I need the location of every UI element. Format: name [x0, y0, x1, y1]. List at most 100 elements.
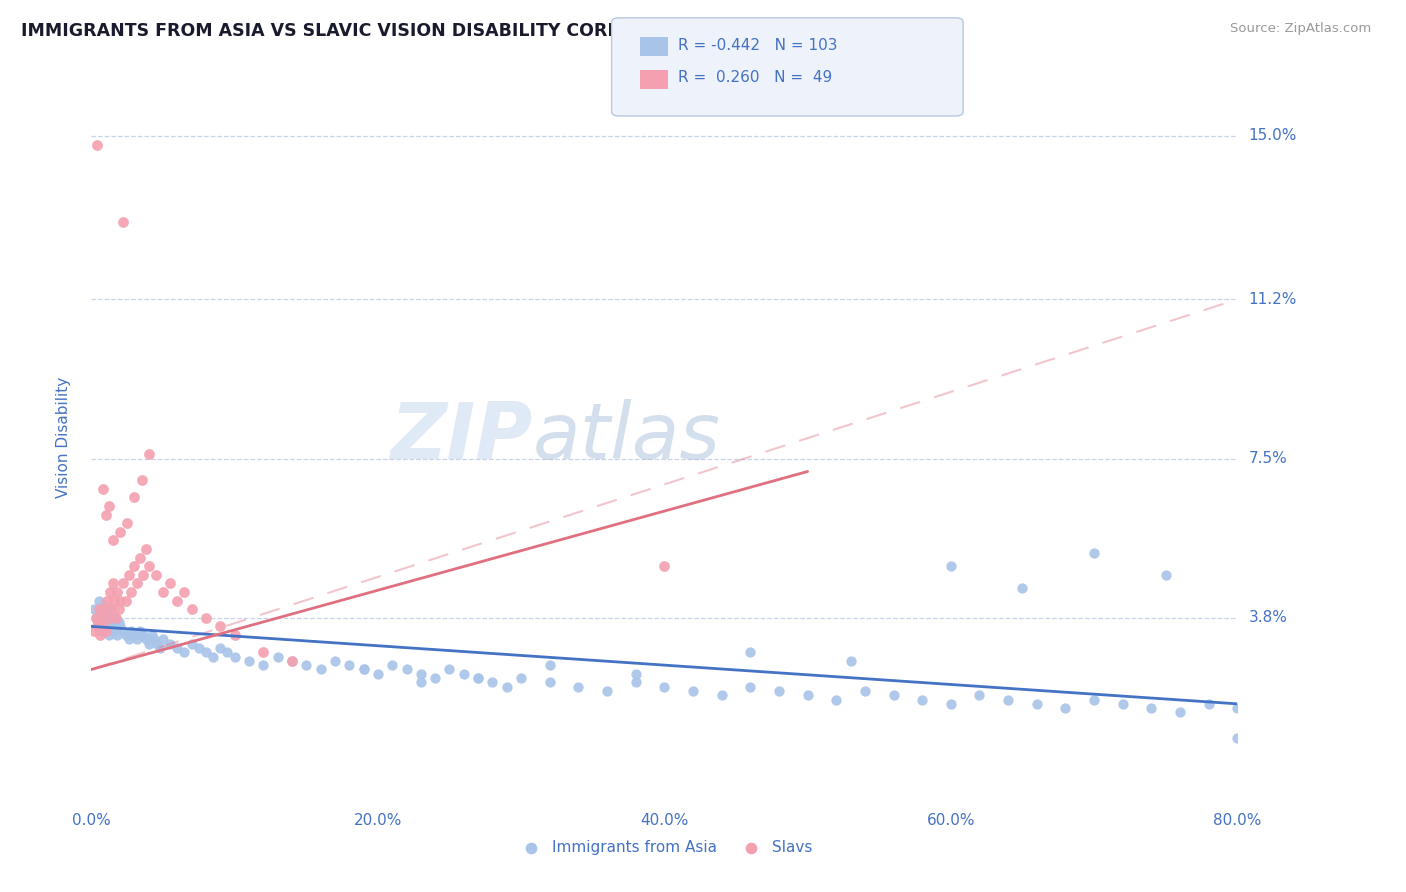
Point [187, 640, 209, 655]
Point [83, 602, 105, 616]
Point [87, 602, 110, 616]
Point [997, 692, 1019, 706]
Point [710, 688, 733, 702]
Point [159, 576, 181, 591]
Point [90, 607, 112, 621]
Point [86, 137, 108, 152]
Point [180, 602, 202, 616]
Point [367, 666, 389, 681]
Point [96, 593, 118, 607]
Point [252, 658, 274, 673]
Point [969, 688, 991, 702]
Point [740, 645, 762, 659]
Point [121, 585, 143, 599]
Point [281, 654, 304, 668]
Point [103, 593, 125, 607]
Point [281, 654, 304, 668]
Point [1140, 701, 1163, 715]
Point [939, 559, 962, 574]
Point [624, 675, 647, 690]
Point [796, 688, 818, 702]
Point [97, 499, 120, 513]
Point [101, 576, 124, 591]
Point [104, 619, 127, 633]
Point [117, 632, 139, 647]
Point [132, 567, 155, 582]
Point [146, 637, 169, 651]
Point [423, 671, 446, 685]
Point [101, 533, 124, 548]
Text: 11.2%: 11.2% [1249, 292, 1298, 307]
Point [337, 658, 360, 673]
Point [105, 628, 128, 642]
Point [132, 628, 155, 642]
Point [652, 680, 675, 694]
Point [127, 576, 149, 591]
Point [166, 640, 188, 655]
Point [89, 624, 111, 638]
Point [1168, 706, 1191, 720]
Point [295, 658, 318, 673]
Point [117, 567, 139, 582]
Point [652, 559, 675, 574]
Point [467, 671, 489, 685]
Point [138, 637, 160, 651]
Point [89, 628, 111, 642]
Point [159, 637, 181, 651]
Point [1054, 701, 1077, 715]
Point [83, 624, 105, 638]
Point [111, 215, 134, 229]
Point [768, 684, 790, 698]
Y-axis label: Vision Disability: Vision Disability [56, 376, 70, 498]
Point [495, 680, 517, 694]
Point [114, 593, 136, 607]
Point [86, 619, 108, 633]
Point [91, 615, 114, 629]
Point [682, 684, 704, 698]
Point [1111, 697, 1133, 711]
Point [121, 624, 143, 638]
Point [143, 632, 166, 647]
Point [91, 619, 114, 633]
Text: 15.0%: 15.0% [1249, 128, 1298, 144]
Point [353, 662, 375, 676]
Text: atlas: atlas [533, 399, 720, 475]
Point [825, 692, 848, 706]
Point [107, 602, 129, 616]
Point [108, 524, 131, 539]
Point [114, 628, 136, 642]
Text: R =  0.260   N =  49: R = 0.260 N = 49 [678, 70, 832, 85]
Point [538, 675, 561, 690]
Text: R = -0.442   N = 103: R = -0.442 N = 103 [678, 38, 837, 53]
Point [323, 654, 346, 668]
Point [98, 602, 121, 616]
Point [1154, 567, 1177, 582]
Point [381, 658, 404, 673]
Point [94, 611, 117, 625]
Point [238, 654, 260, 668]
Point [939, 697, 962, 711]
Point [538, 658, 561, 673]
Point [1083, 546, 1105, 560]
Point [624, 666, 647, 681]
Point [409, 675, 432, 690]
Point [596, 684, 619, 698]
Point [115, 516, 138, 530]
Point [567, 680, 589, 694]
Point [91, 482, 114, 496]
Point [911, 692, 934, 706]
Point [481, 675, 503, 690]
Text: Source: ZipAtlas.com: Source: ZipAtlas.com [1230, 22, 1371, 36]
Point [510, 671, 533, 685]
Point [152, 632, 174, 647]
Point [173, 645, 195, 659]
Point [96, 619, 118, 633]
Point [209, 640, 232, 655]
Point [86, 619, 108, 633]
Point [152, 585, 174, 599]
Point [94, 624, 117, 638]
Point [97, 611, 120, 625]
Point [87, 593, 110, 607]
Point [94, 508, 117, 522]
Point [853, 684, 876, 698]
